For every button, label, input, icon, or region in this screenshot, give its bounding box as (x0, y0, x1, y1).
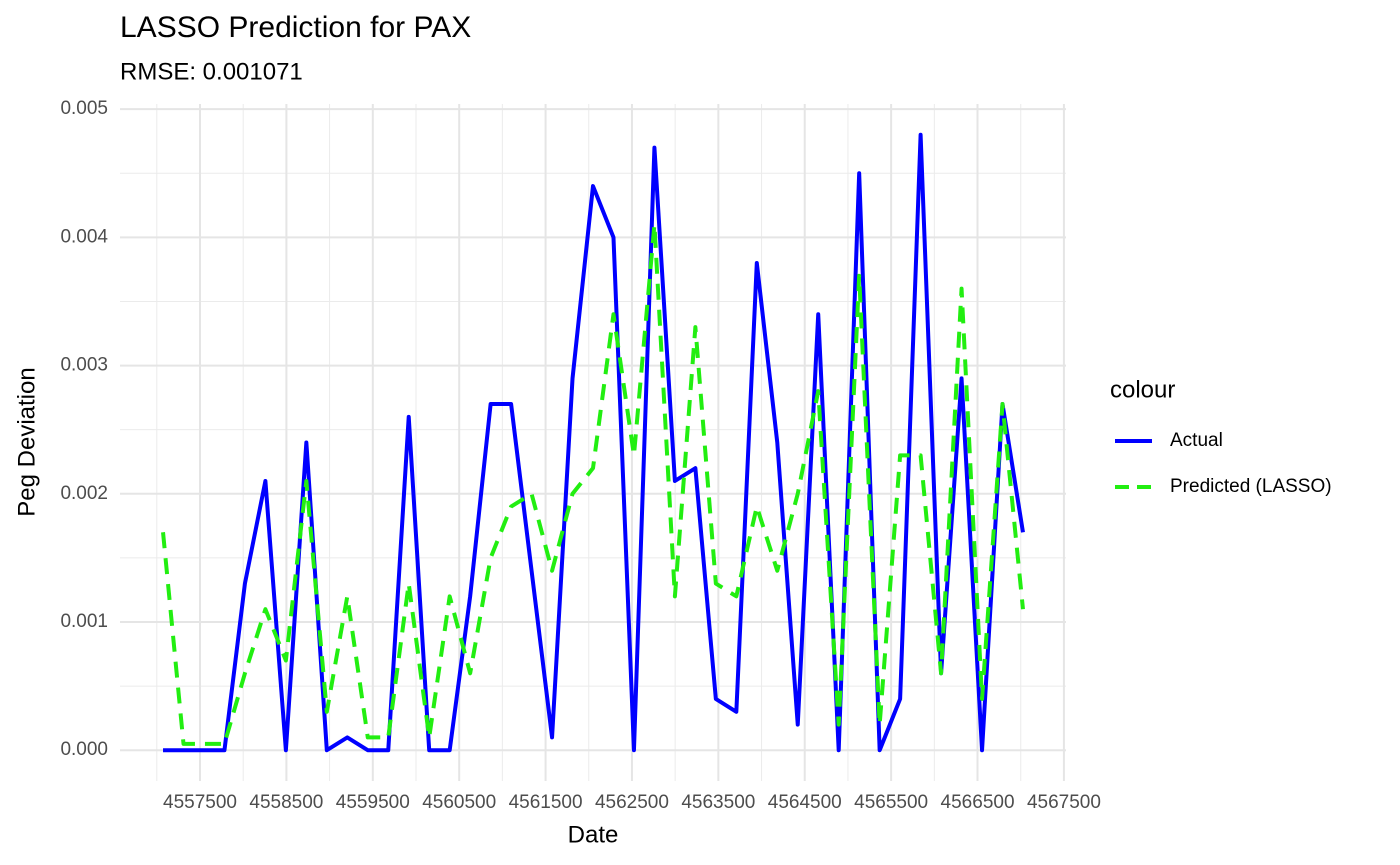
legend-label: Actual (1170, 430, 1223, 451)
x-tick-label: 4565500 (854, 792, 928, 813)
series-line (163, 132, 1025, 753)
x-tick-label: 4562500 (595, 792, 669, 813)
series-line (161, 222, 1025, 746)
y-tick-label: 0.004 (60, 226, 108, 247)
x-tick-label: 4560500 (422, 792, 496, 813)
x-tick-label: 4557500 (163, 792, 237, 813)
x-axis-title: Date (568, 821, 619, 848)
y-tick-label: 0.002 (60, 483, 108, 504)
x-tick-label: 4563500 (681, 792, 755, 813)
x-tick-label: 4561500 (509, 792, 583, 813)
x-tick-label: 4559500 (336, 792, 410, 813)
legend-title: colour (1110, 376, 1175, 403)
y-tick-label: 0.000 (60, 739, 108, 760)
chart-title: LASSO Prediction for PAX (120, 11, 471, 44)
legend-label: Predicted (LASSO) (1170, 476, 1332, 497)
y-tick-label: 0.003 (60, 355, 108, 376)
chart-subtitle: RMSE: 0.001071 (120, 58, 303, 85)
x-tick-label: 4558500 (249, 792, 323, 813)
x-tick-label: 4564500 (768, 792, 842, 813)
y-tick-label: 0.001 (60, 611, 108, 632)
y-tick-label: 0.005 (60, 98, 108, 119)
x-tick-label: 4566500 (941, 792, 1015, 813)
y-axis-title: Peg Deviation (13, 367, 40, 516)
x-tick-label: 4567500 (1027, 792, 1101, 813)
